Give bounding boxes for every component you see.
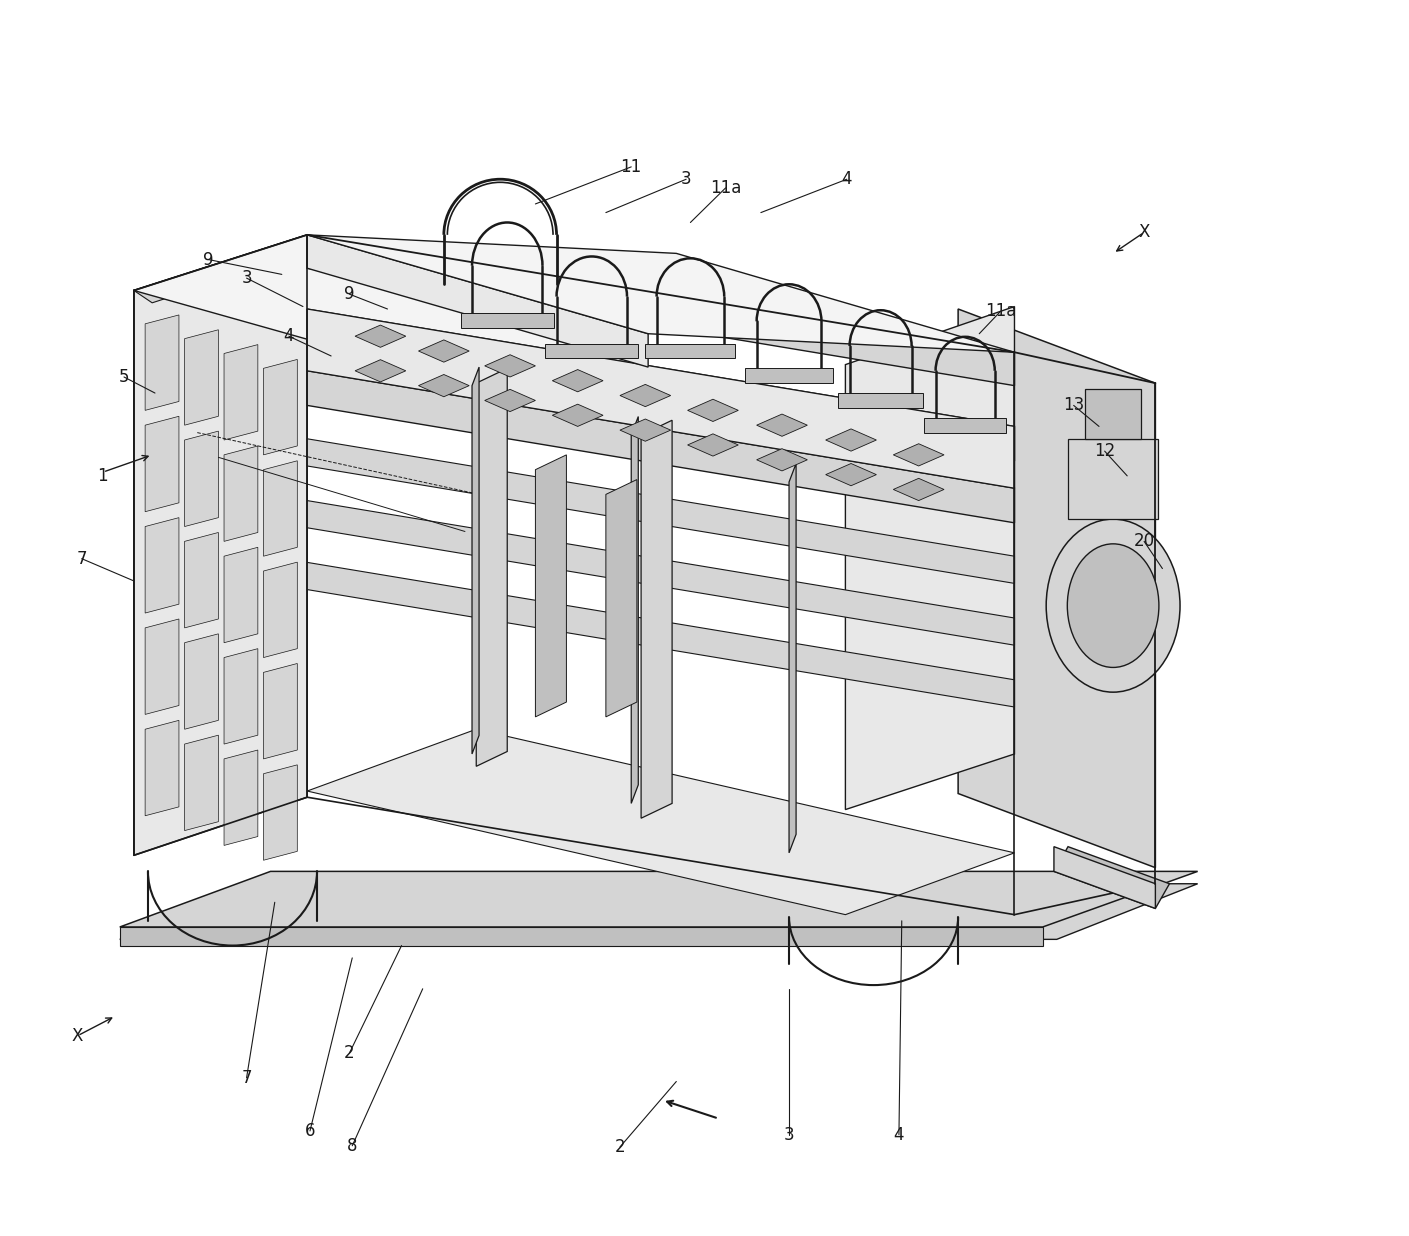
Polygon shape [134, 235, 307, 855]
Polygon shape [120, 927, 1043, 946]
Text: 5: 5 [118, 368, 130, 386]
Polygon shape [893, 444, 944, 466]
Polygon shape [263, 664, 297, 759]
Polygon shape [535, 455, 566, 717]
Polygon shape [355, 325, 406, 347]
Polygon shape [145, 315, 179, 410]
Polygon shape [185, 431, 218, 527]
Polygon shape [826, 429, 876, 451]
Polygon shape [263, 562, 297, 658]
Text: 3: 3 [681, 171, 692, 188]
Polygon shape [645, 344, 735, 358]
Text: 9: 9 [344, 286, 355, 303]
Polygon shape [958, 309, 1155, 868]
Polygon shape [485, 355, 535, 377]
Polygon shape [263, 360, 297, 455]
Polygon shape [307, 562, 1014, 707]
Polygon shape [185, 735, 218, 831]
Text: 7: 7 [241, 1069, 252, 1086]
Polygon shape [688, 434, 738, 456]
Text: 4: 4 [283, 328, 294, 345]
Polygon shape [224, 345, 258, 440]
Polygon shape [307, 235, 1014, 352]
Polygon shape [134, 235, 324, 303]
Polygon shape [552, 370, 603, 392]
Polygon shape [1054, 847, 1169, 908]
Polygon shape [307, 371, 1014, 523]
Polygon shape [263, 765, 297, 860]
Polygon shape [224, 750, 258, 845]
Polygon shape [631, 417, 638, 803]
Ellipse shape [1045, 519, 1181, 692]
Polygon shape [224, 548, 258, 643]
Text: 13: 13 [1062, 397, 1085, 414]
Polygon shape [606, 480, 637, 717]
Polygon shape [355, 360, 406, 382]
Polygon shape [461, 313, 554, 328]
Polygon shape [307, 309, 1014, 488]
Polygon shape [120, 884, 1198, 939]
Text: 2: 2 [344, 1044, 355, 1062]
Polygon shape [485, 389, 535, 412]
Text: 7: 7 [76, 550, 87, 567]
Text: 11a: 11a [985, 303, 1016, 320]
Polygon shape [145, 417, 179, 512]
Polygon shape [641, 420, 672, 818]
Polygon shape [307, 729, 1014, 915]
Text: 9: 9 [203, 251, 214, 268]
Polygon shape [1085, 389, 1141, 439]
Text: 2: 2 [614, 1138, 626, 1156]
Text: 20: 20 [1134, 533, 1154, 550]
Text: 3: 3 [783, 1126, 795, 1143]
Polygon shape [1054, 847, 1155, 908]
Polygon shape [745, 368, 833, 383]
Polygon shape [145, 721, 179, 816]
Polygon shape [185, 634, 218, 729]
Text: 4: 4 [893, 1126, 905, 1143]
Text: 1: 1 [97, 467, 108, 485]
Text: X: X [1138, 224, 1150, 241]
Polygon shape [224, 446, 258, 541]
Text: 3: 3 [241, 269, 252, 287]
Polygon shape [185, 330, 218, 425]
Polygon shape [1068, 439, 1158, 519]
Polygon shape [145, 518, 179, 613]
Polygon shape [120, 871, 1198, 927]
Polygon shape [307, 309, 1014, 461]
Polygon shape [307, 235, 648, 367]
Text: 8: 8 [347, 1137, 358, 1154]
Polygon shape [845, 307, 1014, 810]
Polygon shape [838, 393, 923, 408]
Polygon shape [224, 649, 258, 744]
Text: X: X [72, 1027, 83, 1044]
Polygon shape [418, 340, 469, 362]
Text: 11: 11 [620, 158, 643, 176]
Polygon shape [307, 501, 1014, 645]
Ellipse shape [1068, 544, 1158, 667]
Polygon shape [552, 404, 603, 426]
Polygon shape [307, 439, 1014, 583]
Polygon shape [893, 478, 944, 501]
Polygon shape [476, 368, 507, 766]
Text: 11a: 11a [710, 179, 741, 197]
Polygon shape [185, 533, 218, 628]
Polygon shape [145, 619, 179, 714]
Polygon shape [307, 235, 1014, 386]
Polygon shape [620, 419, 671, 441]
Polygon shape [826, 464, 876, 486]
Polygon shape [472, 367, 479, 754]
Polygon shape [263, 461, 297, 556]
Polygon shape [418, 375, 469, 397]
Polygon shape [688, 399, 738, 421]
Polygon shape [789, 464, 796, 853]
Text: 4: 4 [841, 171, 852, 188]
Polygon shape [924, 418, 1006, 433]
Text: 6: 6 [304, 1122, 316, 1140]
Polygon shape [757, 449, 807, 471]
Polygon shape [757, 414, 807, 436]
Polygon shape [545, 344, 638, 358]
Polygon shape [620, 384, 671, 407]
Polygon shape [134, 235, 648, 386]
Text: 12: 12 [1093, 442, 1116, 460]
